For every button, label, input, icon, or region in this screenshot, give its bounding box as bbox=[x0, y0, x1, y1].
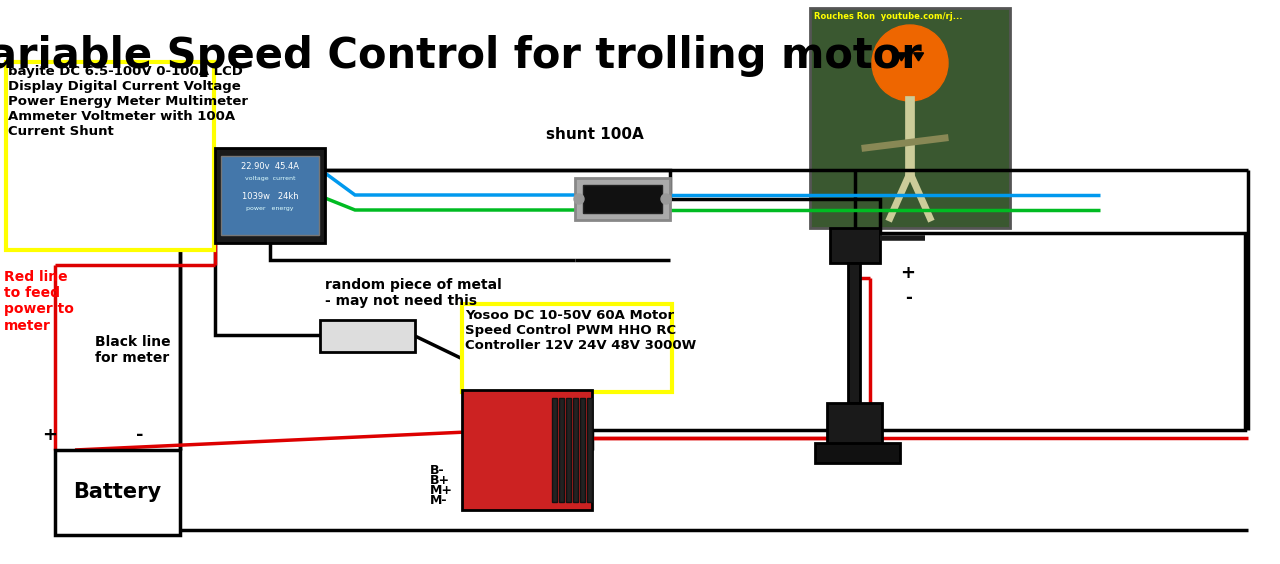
Bar bbox=[55, 450, 180, 535]
Text: +: + bbox=[42, 426, 58, 444]
Bar bbox=[573, 398, 579, 502]
Text: power   energy: power energy bbox=[246, 206, 293, 211]
Text: M+: M+ bbox=[430, 483, 453, 496]
Bar bbox=[810, 8, 1010, 228]
Bar bbox=[829, 228, 881, 263]
Text: Rouches Ron  youtube.com/rj...: Rouches Ron youtube.com/rj... bbox=[814, 12, 963, 21]
Bar bbox=[559, 398, 564, 502]
Circle shape bbox=[660, 194, 671, 204]
Bar bbox=[6, 62, 214, 250]
Bar bbox=[320, 320, 415, 352]
Bar bbox=[815, 443, 900, 463]
Polygon shape bbox=[896, 53, 906, 61]
Text: -: - bbox=[905, 289, 911, 307]
Bar bbox=[588, 398, 591, 502]
Bar bbox=[566, 398, 571, 502]
Bar bbox=[552, 398, 557, 502]
Circle shape bbox=[872, 25, 948, 101]
Text: M-: M- bbox=[430, 494, 448, 506]
Bar bbox=[849, 263, 860, 403]
Text: bayite DC 6.5-100V 0-100A LCD
Display Digital Current Voltage
Power Energy Meter: bayite DC 6.5-100V 0-100A LCD Display Di… bbox=[8, 65, 248, 138]
Text: Variable Speed Control for trolling motor: Variable Speed Control for trolling moto… bbox=[0, 35, 922, 77]
Text: B-: B- bbox=[430, 464, 444, 477]
Text: Battery: Battery bbox=[73, 482, 161, 503]
Bar bbox=[462, 390, 591, 510]
Circle shape bbox=[573, 194, 584, 204]
Bar bbox=[582, 185, 662, 213]
Text: Yosoo DC 10-50V 60A Motor
Speed Control PWM HHO RC
Controller 12V 24V 48V 3000W: Yosoo DC 10-50V 60A Motor Speed Control … bbox=[465, 309, 696, 352]
Text: random piece of metal
- may not need this: random piece of metal - may not need thi… bbox=[325, 278, 502, 308]
Text: voltage  current: voltage current bbox=[244, 176, 296, 181]
Text: Black line
for meter: Black line for meter bbox=[95, 335, 170, 365]
Text: -: - bbox=[136, 426, 143, 444]
Bar bbox=[580, 398, 585, 502]
Text: shunt 100A: shunt 100A bbox=[547, 127, 644, 142]
Text: Red line
to feed
power to
meter: Red line to feed power to meter bbox=[4, 270, 74, 333]
Text: 22.90v  45.4A: 22.90v 45.4A bbox=[241, 162, 300, 171]
Bar bbox=[462, 304, 672, 392]
Text: +: + bbox=[900, 264, 915, 282]
Polygon shape bbox=[914, 53, 924, 61]
Bar bbox=[215, 148, 325, 243]
Bar bbox=[827, 403, 882, 458]
Text: 1039w   24kh: 1039w 24kh bbox=[242, 192, 298, 201]
Bar bbox=[575, 178, 669, 220]
Text: B+: B+ bbox=[430, 474, 451, 487]
Bar bbox=[221, 156, 319, 235]
